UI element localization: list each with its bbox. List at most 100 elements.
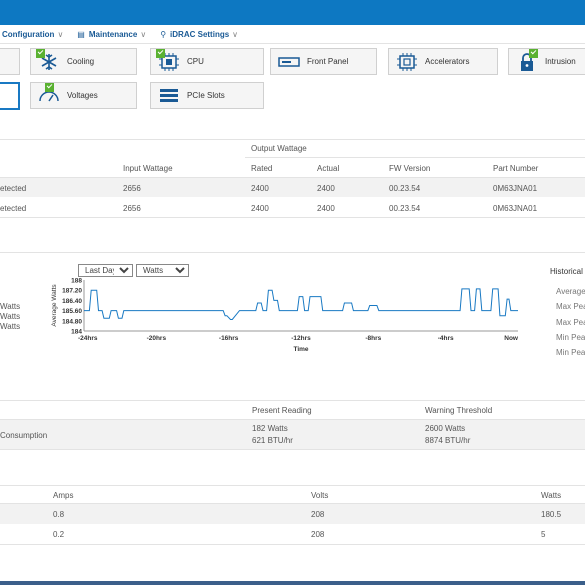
nav-idrac-label: iDRAC Settings (170, 29, 230, 39)
watts-value: 180.5 (541, 510, 562, 519)
tile-label: PCIe Slots (187, 91, 225, 100)
divider (0, 400, 585, 401)
psu-input: 2656 (123, 204, 141, 213)
historical-item: Min Peak (556, 348, 585, 357)
historical-item: Max Pea (556, 318, 585, 327)
watts-value: 5 (541, 530, 546, 539)
x-tick-label: -8hrs (365, 335, 381, 342)
status-ok-icon (156, 48, 165, 58)
psu-part: 0M63JNA01 (493, 184, 538, 193)
taskbar-strip (0, 581, 585, 585)
status-ok-icon (45, 82, 54, 92)
col-amps: Amps (53, 491, 74, 500)
y-axis-title: Average Watts (51, 284, 58, 327)
warning-watts: 2600 Watts (425, 424, 466, 433)
present-btu: 621 BTU/hr (252, 436, 293, 445)
x-tick-label: -4hrs (438, 335, 454, 342)
y-tick-label: 185.60 (62, 308, 82, 315)
output-wattage-header: Output Wattage (251, 144, 307, 153)
col-fw-version: FW Version (389, 164, 431, 173)
divider (0, 544, 585, 545)
snowflake-icon (36, 48, 61, 72)
divider (0, 139, 585, 140)
volts-value: 208 (311, 510, 325, 519)
nav-maintenance[interactable]: ▤ Maintenance ∨ (77, 30, 146, 39)
present-watts: 182 Watts (252, 424, 288, 433)
consumption-label: Consumption (0, 431, 48, 440)
historical-title: Historical (550, 267, 583, 276)
col-volts: Volts (311, 491, 329, 500)
nav-idrac-settings[interactable]: ⚲ iDRAC Settings ∨ (160, 30, 238, 39)
amps-value: 0.2 (53, 530, 65, 539)
chevron-down-icon: ∨ (57, 29, 64, 39)
lock-icon (515, 48, 539, 72)
warning-btu: 8874 BTU/hr (425, 436, 471, 445)
y-tick-label: 184.80 (62, 318, 82, 325)
col-part-number: Part Number (493, 164, 539, 173)
divider (0, 217, 585, 218)
psu-status: etected (0, 184, 27, 193)
psu-input: 2656 (123, 184, 141, 193)
tile-voltages[interactable]: Voltages (30, 82, 137, 109)
tile-label: CPU (187, 57, 204, 66)
divider (245, 157, 585, 158)
psu-rated: 2400 (251, 204, 269, 213)
divider (0, 503, 585, 504)
divider (0, 177, 585, 178)
x-axis-title: Time (293, 346, 308, 353)
tile-cooling[interactable]: Cooling (30, 48, 137, 75)
col-actual: Actual (317, 164, 340, 173)
x-tick-label: -24hrs (78, 335, 98, 342)
tile-label: Voltages (67, 91, 98, 100)
y-tick-label: 186.40 (62, 298, 82, 305)
tile-label: Accelerators (425, 57, 470, 66)
x-tick-label: Now (504, 335, 519, 342)
col-present-reading: Present Reading (252, 406, 312, 415)
nav-configuration[interactable]: Configuration ∨ (2, 30, 63, 39)
cpu-icon (156, 48, 181, 72)
maintenance-icon: ▤ (77, 29, 85, 39)
time-range-select[interactable]: Last Day Last Week (78, 264, 133, 277)
divider (0, 419, 585, 420)
historical-item: Average (556, 287, 585, 296)
psu-status: etected (0, 204, 27, 213)
tile-intrusion[interactable]: Intrusion (508, 48, 585, 75)
table-row (0, 504, 585, 524)
tile-label: Intrusion (545, 57, 576, 66)
amps-value: 0.8 (53, 510, 65, 519)
nav-configuration-label: Configuration (2, 29, 55, 39)
x-tick-label: -16hrs (219, 335, 239, 342)
table-row (0, 178, 585, 197)
unit-select[interactable]: Watts BTU/hr (136, 264, 189, 277)
x-tick-label: -12hrs (291, 335, 311, 342)
series-line (84, 288, 518, 320)
chevron-down-icon: ∨ (232, 29, 239, 39)
status-ok-icon (36, 48, 45, 58)
y-tick-label: 184 (71, 329, 82, 336)
tile-cpu[interactable]: CPU (150, 48, 264, 75)
gauge-icon (37, 82, 61, 106)
volts-value: 208 (311, 530, 325, 539)
legend-label: Watts (0, 302, 21, 311)
tile-partial[interactable] (0, 48, 20, 75)
top-header-bar (0, 0, 585, 25)
tile-pcie-slots[interactable]: PCIe Slots (150, 82, 264, 109)
y-tick-label: 187.20 (62, 288, 82, 295)
col-input-wattage: Input Wattage (123, 164, 173, 173)
tile-selected-partial[interactable] (0, 82, 20, 110)
accelerator-icon (395, 52, 419, 72)
historical-item: Max Pea (556, 302, 585, 311)
status-ok-icon (529, 48, 538, 58)
col-watts: Watts (541, 491, 562, 500)
psu-part: 0M63JNA01 (493, 204, 538, 213)
pcie-icon (157, 86, 181, 106)
tile-accelerators[interactable]: Accelerators (388, 48, 498, 75)
col-warning-threshold: Warning Threshold (425, 406, 493, 415)
tile-label: Cooling (67, 57, 95, 66)
tile-label: Front Panel (307, 57, 349, 66)
divider (0, 252, 585, 253)
tile-front-panel[interactable]: Front Panel (270, 48, 377, 75)
y-tick-label: 188 (71, 278, 82, 285)
psu-actual: 2400 (317, 184, 335, 193)
psu-actual: 2400 (317, 204, 335, 213)
